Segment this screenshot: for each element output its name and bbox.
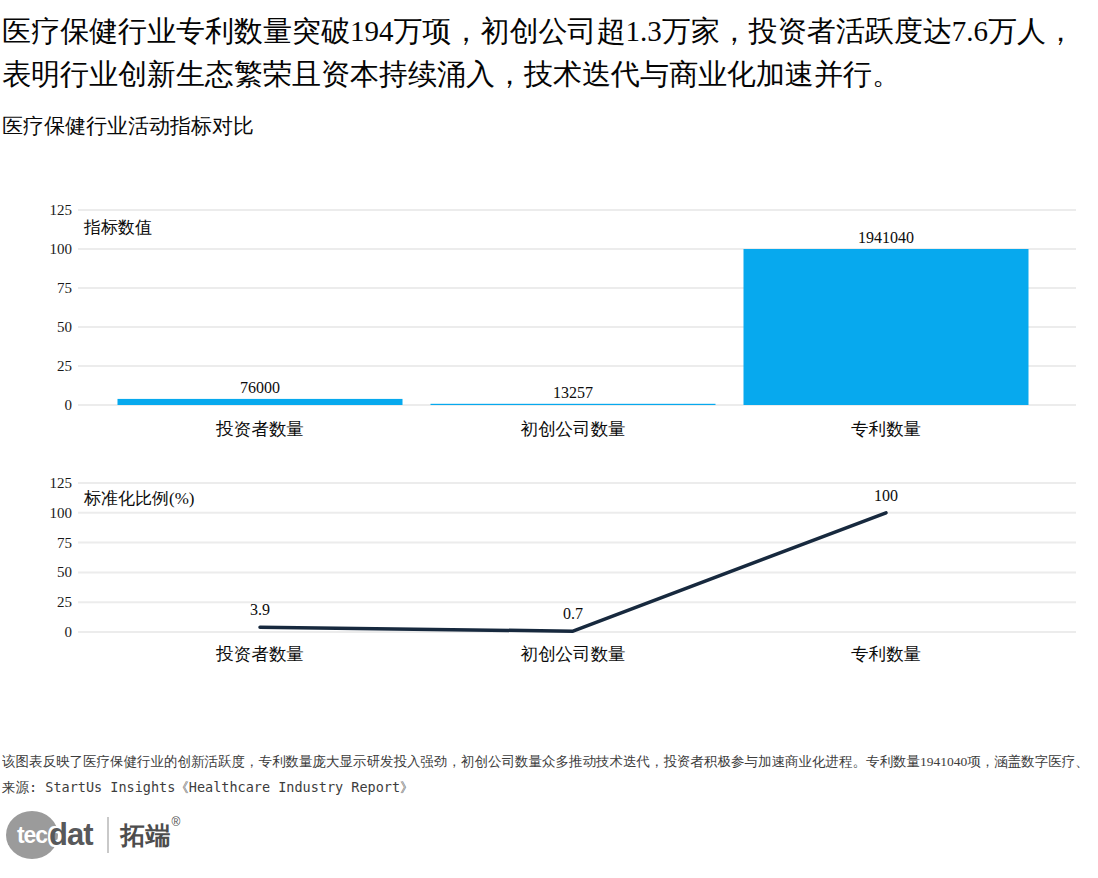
point-value-label: 0.7: [563, 605, 583, 622]
chart-footnote: 该图表反映了医疗保健行业的创新活跃度，专利数量庞大显示研发投入强劲，初创公司数量…: [2, 753, 1098, 771]
category-label: 投资者数量: [215, 419, 304, 439]
bar-value-label: 1941040: [858, 229, 914, 246]
category-label: 专利数量: [851, 419, 921, 439]
y-axis-tick-label: 125: [50, 202, 73, 218]
point-value-label: 3.9: [250, 601, 270, 618]
logo-circle-text: tec: [17, 822, 47, 849]
point-value-label: 100: [874, 487, 898, 504]
logo-brand-text: 拓端®: [121, 819, 181, 852]
y-axis-tick-label: 75: [57, 280, 72, 296]
y-axis-tick-label: 50: [57, 564, 72, 580]
category-label: 投资者数量: [215, 644, 304, 664]
bar: [744, 249, 1029, 405]
y-axis-tick-label: 75: [57, 535, 72, 551]
chart-subtitle: 医疗保健行业活动指标对比: [2, 112, 254, 140]
bar-chart: 0 25 50 75 100 125 指标数值 76000 投资者数量 13257 初创公司数量 19…: [0, 195, 1098, 455]
logo-suffix-text: dat: [49, 817, 93, 853]
bar: [118, 399, 403, 405]
chart-inner-title: 标准化比例(%): [83, 489, 194, 508]
category-label: 初创公司数量: [521, 644, 626, 664]
page: 医疗保健行业专利数量突破194万项，初创公司超1.3万家，投资者活跃度达7.6万…: [0, 0, 1098, 878]
line-chart: 0 25 50 75 100 125 标准化比例(%) 3.9 投资者数量 0.7 初创公司数量 10…: [0, 470, 1098, 685]
category-label: 初创公司数量: [521, 419, 626, 439]
tecdat-logo: tec dat 拓端®: [6, 810, 180, 860]
chart-inner-title: 指标数值: [83, 218, 152, 237]
y-axis-tick-label: 125: [50, 475, 73, 491]
headline: 医疗保健行业专利数量突破194万项，初创公司超1.3万家，投资者活跃度达7.6万…: [2, 10, 1098, 96]
logo-divider: [107, 817, 109, 853]
y-axis-tick-label: 100: [50, 505, 73, 521]
bar: [431, 404, 716, 405]
category-label: 专利数量: [851, 644, 921, 664]
y-axis-tick-label: 25: [57, 358, 72, 374]
y-axis-tick-label: 25: [57, 594, 72, 610]
source-line: 来源: StartUs Insights《Healthcare Industry…: [2, 779, 414, 797]
y-axis-tick-label: 100: [50, 241, 73, 257]
y-axis-tick-label: 0: [65, 624, 73, 640]
bar-value-label: 76000: [240, 379, 280, 396]
y-axis-tick-label: 0: [65, 397, 73, 413]
registered-mark: ®: [172, 815, 181, 829]
y-axis-tick-label: 50: [57, 319, 72, 335]
bar-value-label: 13257: [553, 384, 593, 401]
